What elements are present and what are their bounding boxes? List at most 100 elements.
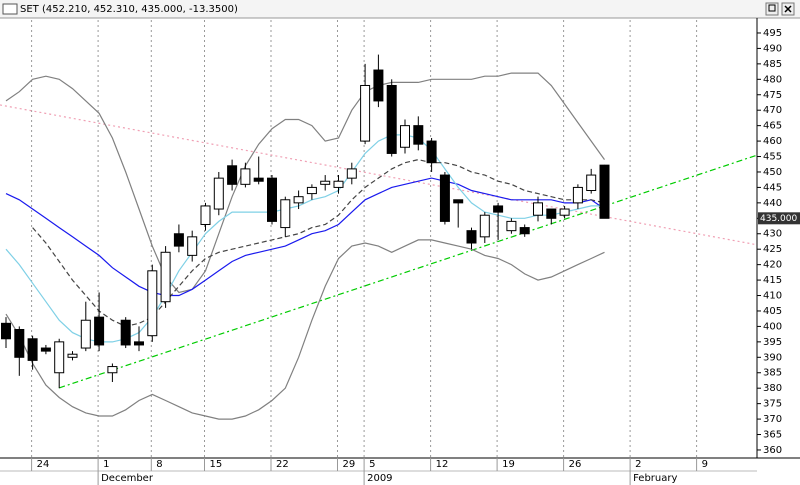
window-icon [2, 3, 18, 15]
candle-body [333, 180, 344, 188]
candle-body [426, 140, 437, 164]
x-tick-label: 8 [156, 459, 162, 470]
x-tick-label: 15 [210, 459, 223, 470]
indicator-line [5, 177, 605, 297]
candle-body [200, 205, 211, 225]
candle-body [559, 208, 570, 216]
candle-body [80, 319, 91, 349]
candle-body [386, 84, 397, 154]
candle-body [1, 322, 11, 340]
candle-body [240, 168, 251, 185]
y-tick-label: 375 [763, 399, 782, 410]
indicator-line [5, 72, 605, 294]
candle-body [147, 270, 158, 337]
y-tick-label: 420 [763, 260, 782, 271]
x-tick-label: 1 [103, 459, 109, 470]
candle-body [479, 214, 490, 238]
y-tick-label: 425 [763, 244, 782, 255]
candle-body [453, 199, 464, 204]
candle-body [346, 168, 357, 179]
y-tick-label: 495 [763, 28, 782, 39]
y-tick-label: 365 [763, 430, 782, 441]
plot-area [0, 20, 757, 458]
indicator-line [5, 239, 605, 420]
candle-body [173, 233, 184, 247]
y-tick-label: 490 [763, 43, 782, 54]
x-tick-label: 9 [702, 459, 708, 470]
y-tick-label: 470 [763, 105, 782, 116]
candle-body [506, 220, 517, 232]
y-tick-label: 395 [763, 337, 782, 348]
candle-body [40, 347, 51, 352]
candle-body [134, 341, 144, 346]
candle-body [54, 341, 65, 374]
candle-body [493, 205, 504, 213]
candle-body [213, 177, 224, 210]
period-label: February [633, 473, 677, 484]
candle-body [599, 164, 610, 219]
chart-title: SET (452.210, 452.310, 435.000, -13.3500… [20, 4, 238, 15]
indicator-line [32, 158, 605, 328]
candle-body [187, 236, 198, 256]
candle-body [227, 165, 238, 185]
y-tick-label: 380 [763, 383, 782, 394]
candle-body [439, 174, 450, 222]
candle-body [306, 186, 317, 195]
restore-icon [768, 4, 776, 12]
candle-body [519, 227, 530, 235]
trendline [59, 154, 757, 389]
x-tick-label: 24 [37, 459, 50, 470]
x-tick-label: 12 [436, 459, 449, 470]
y-tick-label: 410 [763, 291, 782, 302]
x-tick-label: 26 [569, 459, 582, 470]
period-label: 2009 [367, 473, 392, 484]
candle-body [67, 353, 78, 358]
y-tick-label: 450 [763, 167, 782, 178]
candle-body [120, 319, 131, 346]
candle-body [586, 174, 597, 192]
y-tick-label: 385 [763, 368, 782, 379]
candle-body [107, 366, 118, 374]
y-tick-label: 485 [763, 59, 782, 70]
y-tick-label: 370 [763, 414, 782, 425]
candle-body [466, 230, 477, 244]
y-tick-label: 460 [763, 136, 782, 147]
candle-body [546, 208, 557, 219]
trendline [0, 104, 757, 246]
y-tick-label: 405 [763, 306, 782, 317]
candle-body [160, 251, 171, 303]
x-tick-label: 29 [343, 459, 356, 470]
candle-body [413, 125, 424, 145]
candle-body [267, 177, 277, 222]
y-tick-label: 390 [763, 352, 782, 363]
header-bar [0, 0, 800, 18]
candle-body [94, 316, 105, 346]
x-tick-label: 22 [276, 459, 289, 470]
candle-body [280, 199, 291, 229]
x-tick-label: 19 [502, 459, 515, 470]
last-price-label: 435.000 [760, 214, 797, 224]
y-tick-label: 440 [763, 198, 782, 209]
indicator-line [5, 134, 605, 343]
candle-body [253, 177, 264, 182]
y-tick-label: 480 [763, 74, 782, 85]
candle-body [320, 180, 331, 185]
candle-body [373, 69, 384, 102]
y-tick-label: 360 [763, 445, 782, 456]
candle-body [572, 186, 583, 204]
y-tick-label: 475 [763, 90, 782, 101]
candle-body [400, 125, 410, 148]
x-tick-label: 2 [635, 459, 641, 470]
candle-body [360, 84, 371, 142]
candle-body [533, 202, 543, 216]
candle-body [14, 329, 25, 358]
x-tick-label: 5 [369, 459, 375, 470]
period-label: December [101, 473, 154, 484]
candle-body [27, 338, 38, 361]
y-tick-label: 430 [763, 229, 782, 240]
y-tick-label: 415 [763, 275, 782, 286]
last-price-box [758, 212, 800, 225]
close-icon [784, 5, 792, 13]
